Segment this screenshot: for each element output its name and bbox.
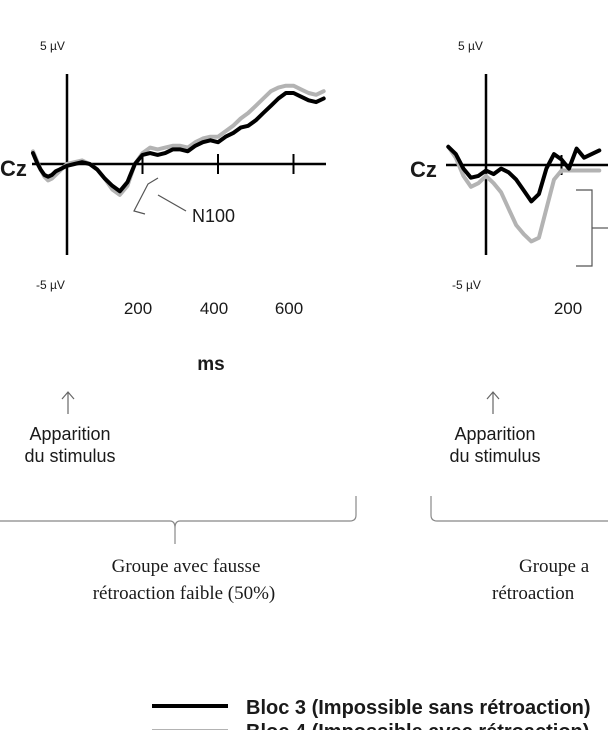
left-group-label-line2: rétroaction faible (50%) bbox=[93, 583, 276, 604]
left-x-tick-label: 200 bbox=[124, 299, 152, 318]
right-x-tick-label: 200 bbox=[554, 299, 582, 318]
left-x-tick-label: 400 bbox=[200, 299, 228, 318]
right-group-label-line1: Groupe a bbox=[519, 556, 590, 577]
right-channel-label: Cz bbox=[410, 157, 437, 182]
right-group-label-line2: rétroaction bbox=[492, 583, 575, 604]
series-line-bloc3 bbox=[31, 91, 326, 194]
legend: Bloc 3 (Impossible sans rétroaction) Blo… bbox=[152, 697, 591, 730]
left-y-bottom-label: -5 µV bbox=[36, 278, 65, 292]
left-group-brace bbox=[0, 496, 357, 544]
n100-bracket bbox=[133, 177, 159, 215]
right-panel: 5 µV -5 µV Cz 200 Apparition du stimulus… bbox=[410, 39, 608, 604]
left-y-top-label: 5 µV bbox=[40, 39, 65, 53]
right-series-group bbox=[446, 144, 602, 244]
series-line-bloc4 bbox=[446, 144, 602, 244]
left-stimulus-arrowhead bbox=[61, 391, 75, 400]
left-x-tick-label: 600 bbox=[275, 299, 303, 318]
left-stimulus-label-line1: Apparition bbox=[29, 424, 110, 444]
right-group-brace bbox=[430, 496, 608, 522]
left-panel: 5 µV -5 µV Cz 200 400 600 ms N100 Appari… bbox=[0, 39, 357, 604]
right-y-top-label: 5 µV bbox=[458, 39, 483, 53]
right-stimulus-arrowhead bbox=[486, 391, 500, 400]
series-line-bloc4 bbox=[31, 83, 326, 197]
right-bracket bbox=[576, 189, 593, 267]
left-stimulus-label-line2: du stimulus bbox=[24, 446, 115, 466]
right-stimulus-label-line1: Apparition bbox=[454, 424, 535, 444]
n100-annotation: N100 bbox=[192, 206, 235, 226]
left-group-label-line1: Groupe avec fausse bbox=[112, 556, 261, 577]
right-y-bottom-label: -5 µV bbox=[452, 278, 481, 292]
right-stimulus-label-line2: du stimulus bbox=[449, 446, 540, 466]
left-series-group bbox=[31, 83, 326, 197]
legend-label-bloc4: Bloc 4 (Impossible avec rétroaction) bbox=[246, 721, 589, 730]
series-line-bloc3 bbox=[446, 144, 602, 204]
legend-label-bloc3: Bloc 3 (Impossible sans rétroaction) bbox=[246, 697, 591, 719]
left-channel-label: Cz bbox=[0, 156, 27, 181]
n100-leader bbox=[157, 194, 187, 212]
x-axis-label: ms bbox=[197, 354, 224, 375]
